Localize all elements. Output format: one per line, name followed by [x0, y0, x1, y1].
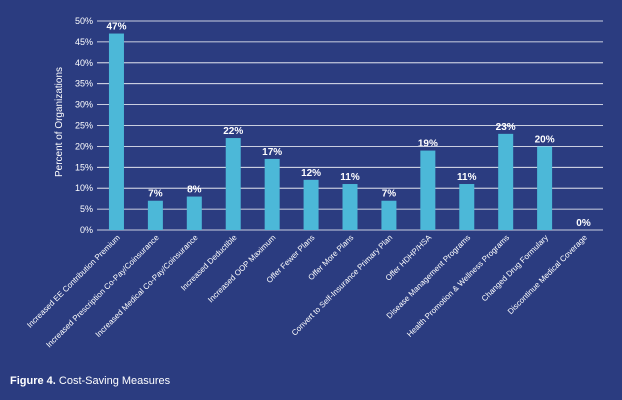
bar [381, 200, 397, 230]
data-label: 11% [340, 172, 360, 183]
x-axis-labels: Increased EE Contribution PremiumIncreas… [25, 233, 589, 350]
y-tick-label: 50% [75, 16, 93, 26]
y-tick-label: 30% [75, 100, 93, 110]
x-tick-label: Disease Management Programs [385, 233, 472, 320]
gridlines [97, 20, 603, 231]
bar [186, 196, 202, 230]
y-tick-label: 45% [75, 37, 93, 47]
bar [108, 33, 124, 230]
data-label: 19% [418, 139, 438, 150]
data-label: 8% [187, 185, 202, 196]
bar [420, 150, 436, 230]
value-labels: 47% 7% 8% 22% 17% 12% 11% 7% 19% 11% 23% 20% 0% [106, 22, 590, 229]
data-label: 7% [382, 189, 397, 200]
y-tick-label: 15% [75, 162, 93, 172]
bar [264, 158, 280, 230]
figure-title: Cost-Saving Measures [58, 375, 171, 387]
y-tick-label: 25% [75, 121, 93, 131]
y-tick-label: 5% [80, 204, 93, 214]
data-label: 0% [576, 218, 591, 229]
x-tick-label: Changed Drug Formulary [480, 233, 550, 303]
bar [303, 179, 319, 230]
y-tick-label: 10% [75, 183, 93, 193]
y-axis-label: Percent of Organizations [54, 67, 65, 177]
y-tick-label: 0% [80, 225, 93, 235]
bar [498, 133, 514, 230]
bar [459, 184, 475, 230]
data-label: 22% [223, 126, 243, 137]
data-label: 12% [301, 168, 321, 179]
y-tick-label: 35% [75, 79, 93, 89]
bar [225, 138, 241, 230]
data-label: 11% [457, 172, 477, 183]
y-axis-ticks: 0% 5% 10% 15% 20% 25% 30% 35% 40% 45% 50% [75, 16, 93, 235]
y-tick-label: 20% [75, 141, 93, 151]
x-tick-label: Increased OOP Maximum [206, 233, 278, 305]
bars [108, 33, 553, 230]
data-label: 7% [148, 189, 163, 200]
figure-number: Figure 4. [10, 375, 56, 387]
bar [342, 184, 358, 230]
bar [147, 200, 163, 230]
data-label: 20% [535, 134, 555, 145]
data-label: 47% [106, 22, 126, 33]
x-tick-label: Discontinue Medical Coverage [506, 233, 589, 316]
figure-caption: Figure 4. Cost-Saving Measures [10, 375, 170, 387]
y-tick-label: 40% [75, 58, 93, 68]
data-label: 17% [262, 147, 282, 158]
data-label: 23% [496, 122, 516, 133]
bar [537, 146, 553, 230]
